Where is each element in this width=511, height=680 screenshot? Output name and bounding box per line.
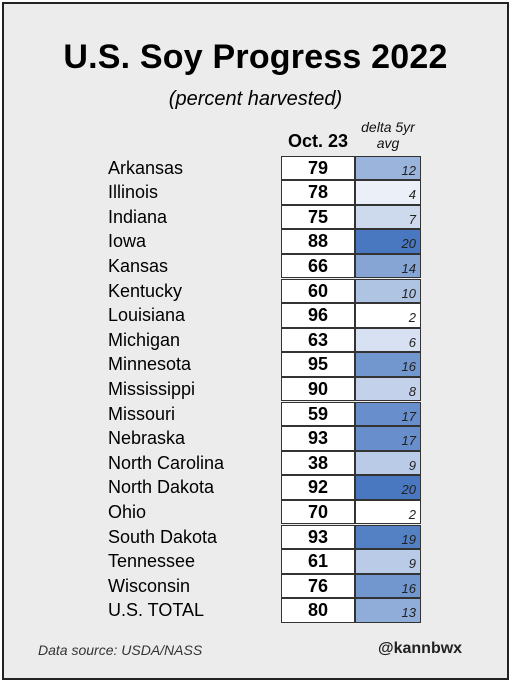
- row-label: Kansas: [108, 255, 169, 276]
- row-label: Louisiana: [108, 305, 186, 326]
- row-label: Iowa: [108, 231, 147, 252]
- harvest-value-cell: 92: [281, 475, 355, 500]
- harvest-value-cell: 38: [281, 450, 355, 476]
- harvest-value-cell: 63: [281, 327, 355, 353]
- delta-heat-cell: 17: [355, 401, 421, 426]
- row-label: U.S. TOTAL: [108, 600, 205, 621]
- harvest-value-cell: 93: [281, 524, 355, 549]
- delta-heat-cell: 16: [355, 573, 421, 599]
- delta-heat-cell: 19: [355, 524, 421, 549]
- delta-heat-cell: 20: [355, 229, 421, 254]
- delta-heat-cell: 14: [355, 253, 421, 279]
- row-label: Nebraska: [108, 428, 186, 449]
- harvest-value-cell: 60: [281, 278, 355, 303]
- harvest-value-cell: 66: [281, 253, 355, 279]
- row-label: Illinois: [108, 182, 159, 203]
- harvest-value-cell: 75: [281, 204, 355, 230]
- delta-heat-cell: 17: [355, 426, 421, 451]
- column-header-delta: delta 5yr avg: [361, 119, 415, 151]
- delta-heat-cell: 9: [355, 549, 421, 574]
- row-label: Michigan: [108, 329, 181, 350]
- row-label: Missouri: [108, 403, 176, 424]
- row-label: North Carolina: [108, 452, 225, 473]
- harvest-value-cell: 93: [281, 426, 355, 451]
- delta-heat-cell: 2: [355, 303, 421, 328]
- delta-heat-cell: 8: [355, 376, 421, 402]
- delta-heat-cell: 16: [355, 352, 421, 377]
- delta-heat-cell: 10: [355, 278, 421, 303]
- row-label: Ohio: [108, 501, 147, 522]
- column-header-oct23: Oct. 23: [287, 131, 349, 151]
- harvest-value-cell: 95: [281, 352, 355, 377]
- harvest-value-cell: 79: [281, 155, 355, 180]
- harvest-value-cell: 88: [281, 229, 355, 254]
- harvest-value-cell: 61: [281, 549, 355, 574]
- author-handle: @kannbwx: [378, 640, 463, 657]
- data-source-note: Data source: USDA/NASS: [38, 642, 203, 658]
- delta-heat-cell: 6: [355, 327, 421, 353]
- harvest-value-cell: 96: [281, 303, 355, 328]
- row-label: Tennessee: [108, 551, 196, 572]
- chart-title: U.S. Soy Progress 2022: [63, 38, 448, 76]
- row-label: Minnesota: [108, 354, 192, 375]
- harvest-value-cell: 70: [281, 499, 355, 525]
- chart-subtitle: (percent harvested): [168, 88, 343, 110]
- row-label: Indiana: [108, 206, 168, 227]
- delta-heat-cell: 4: [355, 180, 421, 205]
- harvest-value-cell: 90: [281, 376, 355, 402]
- delta-heat-cell: 12: [355, 155, 421, 180]
- delta-heat-cell: 2: [355, 499, 421, 525]
- harvest-value-cell: 80: [281, 598, 355, 623]
- delta-heat-cell: 20: [355, 475, 421, 500]
- row-label: North Dakota: [108, 477, 215, 498]
- row-label: Wisconsin: [108, 575, 191, 596]
- harvest-value-cell: 59: [281, 401, 355, 426]
- row-label: Mississippi: [108, 378, 196, 399]
- delta-heat-cell: 7: [355, 204, 421, 230]
- harvest-value-cell: 76: [281, 573, 355, 599]
- row-label: South Dakota: [108, 526, 218, 547]
- harvest-value-cell: 78: [281, 180, 355, 205]
- row-label: Kentucky: [108, 280, 183, 301]
- row-label: Arkansas: [108, 157, 184, 178]
- delta-heat-cell: 9: [355, 450, 421, 476]
- delta-heat-cell: 13: [355, 598, 421, 623]
